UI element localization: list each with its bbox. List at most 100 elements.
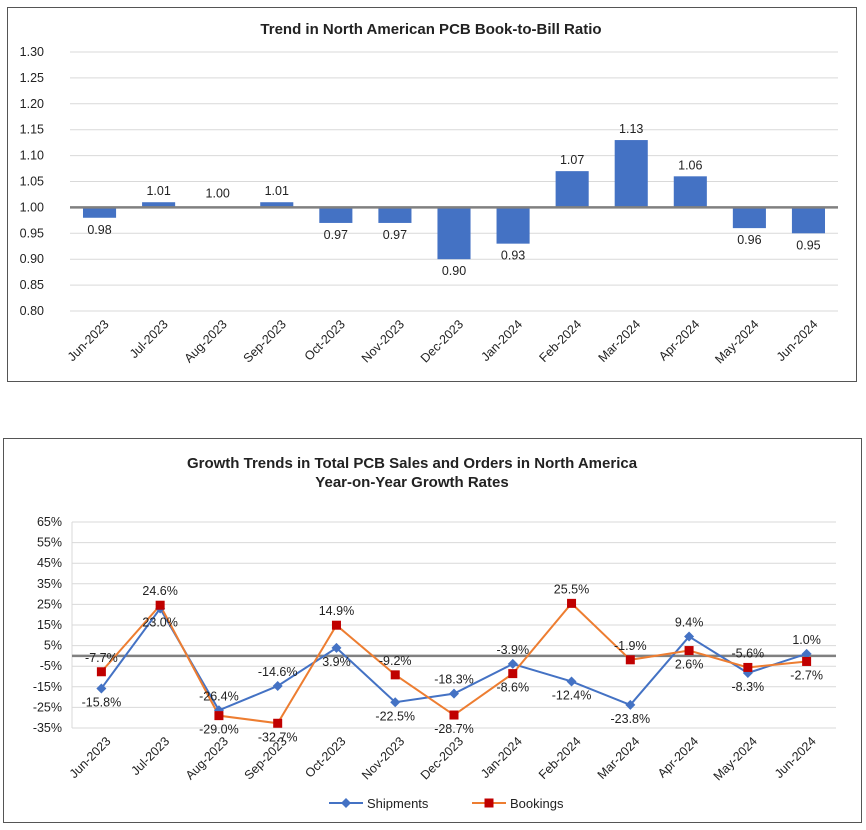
chart2-x-tick: Jan-2024	[478, 734, 525, 781]
chart2-bookings-marker	[802, 656, 812, 666]
chart2-bookings-label: -5.6%	[732, 646, 765, 660]
chart1-y-tick: 1.30	[20, 45, 44, 59]
chart1-bar	[378, 207, 412, 223]
chart2-x-tick: Apr-2024	[655, 734, 701, 780]
chart2-y-tick: 15%	[37, 618, 62, 632]
chart2-bookings-label: -9.2%	[379, 654, 412, 668]
chart2-x-tick: Aug-2023	[183, 734, 231, 782]
chart2-shipments-label: -8.3%	[732, 680, 765, 694]
growth-trends-chart: Growth Trends in Total PCB Sales and Ord…	[3, 438, 862, 823]
chart1-data-label: 1.01	[146, 184, 170, 198]
chart2-bookings-label: -8.6%	[496, 681, 529, 695]
chart2-shipments-marker	[566, 676, 577, 687]
chart2-bookings-marker	[508, 669, 518, 679]
chart1-x-tick: Dec-2023	[418, 317, 466, 365]
book-to-bill-chart: Trend in North American PCB Book-to-Bill…	[7, 7, 857, 382]
chart1-x-tick: Jan-2024	[478, 317, 525, 364]
chart1-bar	[614, 140, 648, 208]
chart2-y-tick: 45%	[37, 556, 62, 570]
chart1-bar	[142, 202, 176, 208]
chart1-y-tick: 0.90	[20, 252, 44, 266]
chart1-data-label: 0.93	[501, 249, 525, 263]
chart2-shipments-marker	[96, 683, 107, 694]
chart1-bar	[791, 207, 826, 234]
chart2-y-tick: 25%	[37, 597, 62, 611]
chart2-y-tick: -5%	[40, 659, 62, 673]
chart2-y-tick: 35%	[37, 577, 62, 591]
chart1-data-label: 1.13	[619, 122, 643, 136]
chart2-bookings-marker	[96, 667, 106, 677]
chart2-title: Growth Trends in Total PCB Sales and Ord…	[187, 455, 638, 472]
chart2-shipments-label: -18.3%	[434, 673, 474, 687]
chart2-bookings-label: 25.5%	[554, 582, 589, 596]
chart2-bookings-marker	[567, 598, 577, 608]
chart2-bookings-label: 24.6%	[142, 584, 177, 598]
chart1-x-tick: Apr-2024	[656, 317, 702, 363]
chart1-x-tick: Jun-2024	[774, 317, 821, 364]
chart1-y-tick: 1.00	[20, 200, 44, 214]
chart2-shipments-marker	[507, 658, 518, 669]
chart1-x-tick: Oct-2023	[302, 317, 348, 363]
chart1-y-tick: 1.05	[20, 175, 44, 189]
chart2-subtitle: Year-on-Year Growth Rates	[315, 474, 508, 491]
chart1-bar	[437, 207, 471, 260]
chart2-bookings-label: -2.7%	[790, 668, 823, 682]
chart1-x-tick: Jun-2023	[65, 317, 112, 364]
chart1-data-label: 1.00	[206, 186, 230, 200]
chart2-shipments-label: -23.8%	[611, 712, 651, 726]
chart1-y-tick: 1.20	[20, 97, 44, 111]
legend-bookings-label: Bookings	[510, 796, 564, 811]
chart2-shipments-label: 1.0%	[792, 633, 821, 647]
chart1-x-tick: Jul-2023	[127, 317, 171, 361]
legend-shipments-marker	[341, 798, 351, 808]
chart1-data-label: 0.97	[383, 228, 407, 242]
chart2-shipments-marker	[449, 688, 459, 699]
chart2-shipments-marker	[801, 648, 812, 659]
chart1-data-label: 1.06	[678, 158, 702, 172]
chart2-x-tick: Jul-2023	[128, 734, 172, 778]
legend-shipments-label: Shipments	[367, 796, 429, 811]
chart2-y-tick: -25%	[33, 700, 62, 714]
chart2-bookings-marker	[684, 646, 694, 656]
chart1-y-tick: 1.25	[20, 71, 44, 85]
chart2-bookings-marker	[273, 718, 283, 728]
chart1-bar	[260, 202, 294, 208]
chart2-shipments-label: -14.6%	[258, 665, 298, 679]
chart1-y-tick: 0.80	[20, 304, 44, 318]
chart1-data-label: 0.96	[737, 233, 761, 247]
chart1-y-tick: 1.15	[20, 123, 44, 137]
chart1-bar	[82, 207, 117, 218]
chart2-y-tick: -35%	[33, 721, 62, 735]
chart2-shipments-marker	[390, 697, 401, 708]
chart2-shipments-marker	[742, 667, 753, 678]
chart1-y-tick: 0.95	[20, 226, 44, 240]
chart1-x-tick: Sep-2023	[241, 317, 289, 365]
chart1-title: Trend in North American PCB Book-to-Bill…	[260, 21, 601, 38]
chart2-bookings-marker	[331, 620, 341, 630]
chart2-bookings-marker	[214, 711, 224, 721]
chart2-x-tick: Nov-2023	[359, 734, 407, 782]
chart1-x-tick: Mar-2024	[596, 317, 644, 365]
chart2-bookings-marker	[625, 655, 635, 665]
chart2-bookings-marker	[449, 710, 459, 720]
chart2-shipments-label: -12.4%	[552, 688, 592, 702]
chart1-data-label: 0.90	[442, 264, 466, 278]
chart2-shipments-marker	[331, 642, 342, 653]
legend-bookings-marker	[484, 798, 494, 808]
chart2-shipments-marker	[684, 631, 695, 642]
chart2-shipments-label: 3.9%	[322, 655, 351, 669]
chart1-bar	[732, 207, 766, 229]
chart1-x-tick: Aug-2023	[182, 317, 230, 365]
chart2-x-tick: Jun-2024	[772, 734, 819, 781]
chart1-y-tick: 0.85	[20, 278, 44, 292]
chart2-bookings-marker	[390, 670, 400, 680]
chart2-x-tick: Feb-2024	[536, 734, 584, 782]
chart2-x-tick: Mar-2024	[595, 734, 643, 782]
chart2-bookings-label: -28.7%	[434, 722, 474, 736]
chart2-x-tick: Oct-2023	[302, 734, 348, 780]
book-to-bill-svg: Trend in North American PCB Book-to-Bill…	[20, 21, 838, 366]
chart2-shipments-marker	[625, 699, 636, 710]
chart1-data-label: 1.01	[265, 184, 289, 198]
chart1-bar	[319, 207, 353, 223]
growth-trends-svg: Growth Trends in Total PCB Sales and Ord…	[33, 455, 836, 811]
